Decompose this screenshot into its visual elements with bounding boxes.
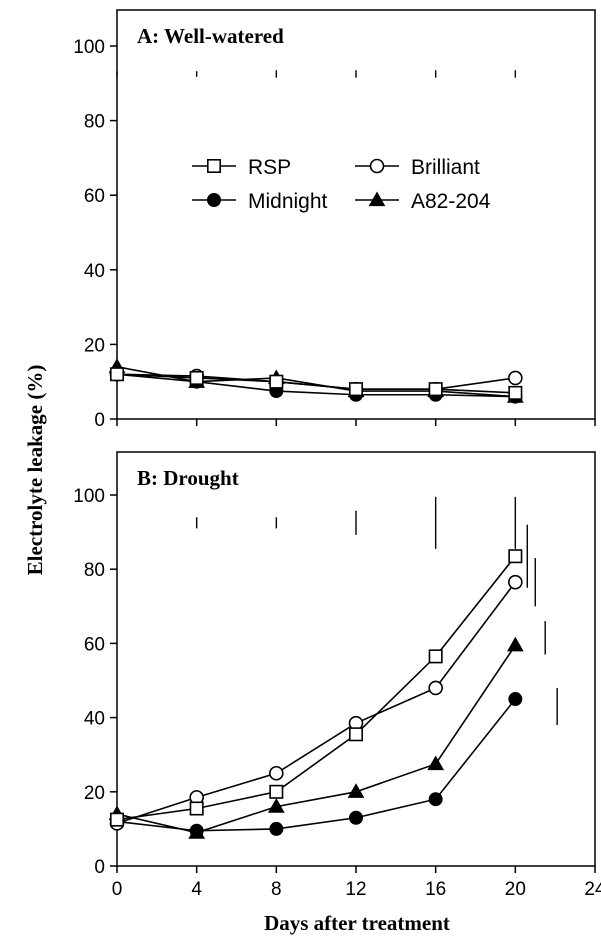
point-rsp xyxy=(348,382,363,397)
point-brilliant xyxy=(508,574,523,590)
series-line-rsp xyxy=(116,555,516,821)
point-midnight xyxy=(428,792,443,807)
legend-label: Midnight xyxy=(248,190,328,213)
panel-b: 0 20 40 60 80 100 B: Drought xyxy=(73,451,596,878)
point-midnight xyxy=(269,821,284,836)
series-line-midnight xyxy=(116,373,516,398)
x-tick-label: 4 xyxy=(191,879,202,900)
y-tick-label-a: 0 xyxy=(94,410,105,431)
y-tick-label-b: 100 xyxy=(73,486,105,507)
legend: RSP Brilliant Midnight A82-204 xyxy=(192,156,491,213)
x-tick-label: 8 xyxy=(271,879,282,900)
legend-label: RSP xyxy=(248,156,291,179)
legend-label: A82-204 xyxy=(411,190,491,213)
legend-marker xyxy=(207,159,222,174)
x-tick-label: 20 xyxy=(505,879,526,900)
legend-label: Brilliant xyxy=(411,156,480,179)
legend-item: Midnight xyxy=(192,190,328,213)
y-tick-label-b: 60 xyxy=(84,634,105,655)
point-a82-204 xyxy=(506,636,524,652)
y-tick-label-b: 40 xyxy=(84,709,105,730)
point-rsp xyxy=(508,385,523,400)
legend-item: RSP xyxy=(192,156,291,179)
point-a82-204 xyxy=(347,783,365,798)
point-rsp xyxy=(428,382,443,397)
series-line-rsp xyxy=(116,373,516,394)
x-tick-labels: 0 4 8 12 16 20 24 xyxy=(112,879,601,900)
y-tick-label-b: 20 xyxy=(84,783,105,804)
y-tick-label-a: 100 xyxy=(73,37,105,58)
point-rsp xyxy=(508,549,523,564)
point-rsp xyxy=(269,784,284,799)
panel-title-a: A: Well-watered xyxy=(137,24,284,48)
legend-marker xyxy=(369,158,385,174)
point-brilliant xyxy=(428,680,443,696)
panel-a: 0 20 40 60 80 100 A: Well-watered RSP Brilliant M… xyxy=(73,9,596,431)
point-brilliant xyxy=(508,370,523,386)
series-line-a82-204 xyxy=(116,365,516,398)
x-tick-label: 16 xyxy=(425,879,446,900)
legend-marker xyxy=(368,191,386,207)
series-line-brilliant xyxy=(116,581,516,825)
point-midnight xyxy=(349,810,363,825)
y-axis-title: Electrolyte leakage (%) xyxy=(23,365,47,576)
point-midnight xyxy=(508,692,523,707)
y-tick-label-a: 80 xyxy=(84,112,105,133)
point-rsp xyxy=(110,812,125,827)
legend-marker xyxy=(207,193,221,207)
y-tick-label-b: 0 xyxy=(94,857,105,878)
point-rsp xyxy=(189,370,204,385)
legend-item: A82-204 xyxy=(355,190,491,213)
y-tick-label-a: 60 xyxy=(84,186,105,207)
point-brilliant xyxy=(269,765,284,781)
point-rsp xyxy=(269,374,284,389)
x-tick-label: 12 xyxy=(345,879,366,900)
x-axis-title: Days after treatment xyxy=(264,911,450,935)
point-midnight xyxy=(189,823,204,838)
panel-title-b: B: Drought xyxy=(137,466,239,490)
point-a82-204 xyxy=(267,798,285,813)
point-rsp xyxy=(428,649,443,664)
point-rsp xyxy=(110,367,125,382)
legend-item: Brilliant xyxy=(355,156,480,179)
series-line-midnight xyxy=(116,698,516,832)
point-rsp xyxy=(189,801,204,816)
y-tick-label-b: 80 xyxy=(84,560,105,581)
x-tick-label: 0 xyxy=(112,879,123,900)
point-a82-204 xyxy=(427,755,445,771)
point-rsp xyxy=(348,727,363,742)
y-tick-label-a: 40 xyxy=(84,261,105,282)
x-tick-label: 24 xyxy=(584,879,601,900)
y-tick-label-a: 20 xyxy=(84,335,105,356)
